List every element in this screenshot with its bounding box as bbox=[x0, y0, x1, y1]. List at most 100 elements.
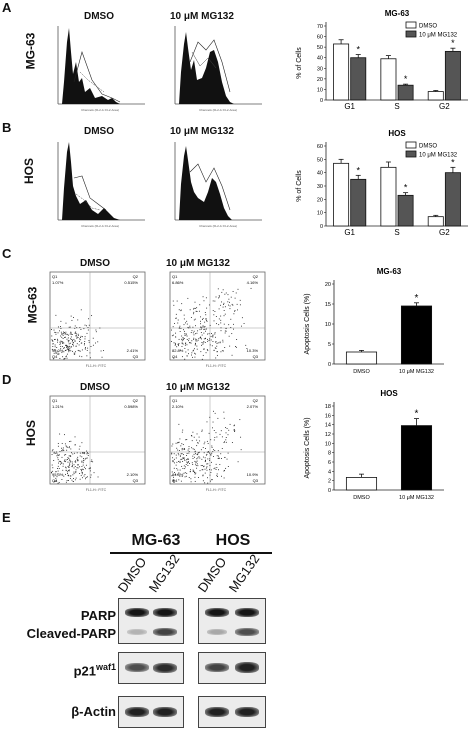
bar bbox=[345, 477, 378, 491]
y-tick-label: 10 bbox=[325, 322, 331, 328]
svg-text:FL1-H:: FITC: FL1-H:: FITC bbox=[206, 488, 227, 492]
svg-text:Q3: Q3 bbox=[253, 478, 259, 483]
panel-label-b: B bbox=[2, 120, 12, 135]
legend-label: DMSO bbox=[419, 24, 437, 30]
wb-lane-label-2: MG132 bbox=[145, 551, 183, 595]
scatter-mg132-c: Q1 Q2 Q4 Q3 6.86% 4.16% 82.8% 10.3% FL1-… bbox=[169, 271, 266, 368]
bar bbox=[333, 162, 350, 227]
significance-marker: * bbox=[404, 74, 408, 84]
wb-band bbox=[125, 707, 149, 717]
bar bbox=[400, 305, 433, 365]
quadrant-value-c-mg-q2: 4.16% bbox=[247, 280, 259, 285]
wb-band bbox=[235, 628, 259, 636]
quadrant-value-d-mg-q2: 2.07% bbox=[247, 404, 259, 409]
y-tick-label: 6 bbox=[328, 460, 331, 466]
y-tick-label: 4 bbox=[328, 469, 331, 475]
panel-label-a: A bbox=[2, 0, 12, 15]
y-tick-label: 14 bbox=[325, 423, 331, 429]
x-tick-label: G2 bbox=[439, 102, 450, 111]
hist-x-label-b2: Channels (FL2-A::FL2-Area) bbox=[199, 224, 237, 228]
svg-text:Q4: Q4 bbox=[172, 354, 178, 359]
quadrant-value-d-dmso-q4: 95.3% bbox=[52, 472, 64, 477]
hist-x-label-a2: Channels (FL2-A::FL2-Area) bbox=[199, 108, 237, 112]
bar bbox=[400, 425, 433, 491]
svg-text:Q2: Q2 bbox=[253, 274, 259, 279]
y-tick-label: 15 bbox=[325, 302, 331, 308]
wb-lane-label-3: DMSO bbox=[194, 554, 230, 595]
svg-text:Q3: Q3 bbox=[133, 478, 139, 483]
panel-label-e: E bbox=[2, 510, 11, 525]
bar-chart-cellcycle-mg63: MG-63 % of Cells 0 10 20 30 40 50 60 70 G1 S G2 * * * DM… bbox=[296, 9, 468, 111]
bar bbox=[427, 91, 444, 101]
y-tick-label: 40 bbox=[317, 171, 323, 177]
condition-dmso-d: DMSO bbox=[80, 382, 110, 393]
y-tick-label: 10 bbox=[325, 441, 331, 447]
legend-swatch bbox=[405, 30, 417, 38]
quadrant-value-d-dmso-q3: 2.10% bbox=[127, 472, 139, 477]
chart-title: MG-63 bbox=[377, 267, 402, 276]
bar bbox=[333, 43, 350, 101]
bar bbox=[397, 194, 414, 227]
histogram-pair-b: Channels (FL2-A::FL2-Area) Channels (FL2… bbox=[57, 142, 262, 228]
x-tick-label: G2 bbox=[439, 228, 450, 237]
y-tick-label: 5 bbox=[328, 342, 331, 348]
wb-band bbox=[205, 608, 229, 617]
bar bbox=[350, 178, 367, 227]
wb-band bbox=[153, 608, 177, 617]
scatter-dmso-c: Q1 Q2 Q4 Q3 1.07% 0.515% 96.0% 2.41% FL1… bbox=[49, 271, 146, 368]
flow-scatter-c: Q1 Q2 Q4 Q3 1.07% 0.515% 96.0% 2.41% FL1… bbox=[49, 271, 266, 368]
y-axis-label: Apoptosis Cells (%) bbox=[304, 293, 311, 354]
histogram-dmso-b bbox=[57, 142, 145, 221]
significance-marker: * bbox=[404, 183, 408, 193]
panel-label-d: D bbox=[2, 372, 12, 387]
chart-title: HOS bbox=[380, 389, 398, 398]
bar-chart-apoptosis-hos: HOS Apoptosis Cells (%) 0 2 4 6 8 10 12 14 16 18 DMS… bbox=[304, 389, 444, 501]
wb-band bbox=[153, 663, 177, 673]
quadrant-value-d-dmso-q1: 1.21% bbox=[52, 404, 64, 409]
y-tick-label: 30 bbox=[317, 184, 323, 190]
quadrant-value-d-dmso-q2: 0.598% bbox=[124, 404, 138, 409]
wb-blot-actin-hos bbox=[198, 696, 266, 728]
bar bbox=[444, 172, 461, 227]
y-tick-label: 30 bbox=[317, 66, 323, 72]
wb-blot-parp-mg63 bbox=[118, 598, 184, 644]
wb-band bbox=[207, 629, 227, 635]
y-tick-label: 10 bbox=[317, 87, 323, 93]
wb-group-underline-mg63 bbox=[110, 552, 200, 554]
x-tick-label: DMSO bbox=[353, 495, 370, 501]
y-tick-label: 2 bbox=[328, 479, 331, 485]
wb-row-label-beta-actin: β-Actin bbox=[71, 704, 116, 719]
bar bbox=[427, 216, 444, 227]
wb-group-hos: HOS bbox=[215, 532, 251, 549]
svg-text:FL1-H:: FITC: FL1-H:: FITC bbox=[86, 488, 107, 492]
quadrant-value-d-mg-q3: 10.9% bbox=[247, 472, 259, 477]
y-tick-label: 0 bbox=[320, 98, 323, 104]
y-tick-label: 60 bbox=[317, 35, 323, 41]
chart-title: MG-63 bbox=[385, 9, 410, 18]
significance-marker: * bbox=[356, 45, 360, 55]
x-tick-label: S bbox=[394, 228, 399, 237]
condition-mg132-a: 10 μM MG132 bbox=[170, 11, 234, 22]
svg-text:Q4: Q4 bbox=[52, 354, 58, 359]
panel-label-c: C bbox=[2, 246, 12, 261]
wb-band bbox=[153, 707, 177, 717]
svg-text:Q1: Q1 bbox=[52, 274, 58, 279]
x-tick-label: G1 bbox=[344, 228, 355, 237]
significance-marker: * bbox=[415, 409, 419, 420]
x-tick-label: S bbox=[394, 102, 399, 111]
legend-swatch bbox=[405, 21, 417, 29]
quadrant-value-c-dmso-q4: 96.0% bbox=[52, 348, 64, 353]
quadrant-value-c-dmso-q1: 1.07% bbox=[52, 280, 64, 285]
bar-chart-cellcycle-hos: HOS % of Cells 0 10 20 30 40 50 60 G1 S G2 * * * DMSO 10… bbox=[296, 129, 468, 237]
histogram-dmso-a bbox=[57, 26, 145, 105]
scatter-mg132-d: Q1 Q2 Q4 Q3 2.10% 2.07% 84.8% 10.9% FL1-… bbox=[169, 395, 266, 492]
svg-text:Q1: Q1 bbox=[172, 398, 178, 403]
svg-text:Q4: Q4 bbox=[52, 478, 58, 483]
condition-mg132-c: 10 μM MG132 bbox=[166, 258, 230, 269]
wb-band bbox=[235, 662, 259, 673]
wb-lane-label-1: DMSO bbox=[114, 554, 150, 595]
bar bbox=[380, 58, 397, 101]
legend-swatch bbox=[405, 141, 417, 149]
bar-chart-apoptosis-mg63: MG-63 Apoptosis Cells (%) 0 5 10 15 20 DMSO 10 μ… bbox=[304, 267, 444, 375]
svg-text:FL1-H:: FITC: FL1-H:: FITC bbox=[206, 364, 227, 368]
